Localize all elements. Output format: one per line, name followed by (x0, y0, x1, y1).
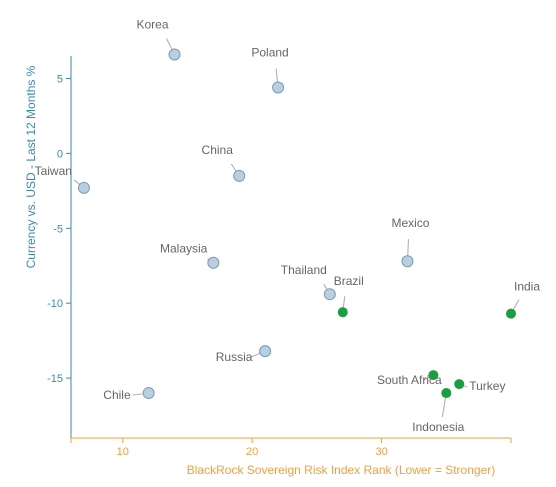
point-turkey[interactable] (454, 379, 465, 390)
point-indonesia[interactable] (441, 388, 452, 399)
point-brazil[interactable] (337, 307, 348, 318)
x-tick-label: 30 (375, 446, 387, 458)
y-tick-label: -5 (53, 223, 63, 235)
point-chile[interactable] (142, 387, 155, 400)
point-south-africa[interactable] (428, 370, 439, 381)
point-china[interactable] (233, 169, 246, 182)
y-tick-label: -15 (47, 373, 63, 385)
point-label-india: India (514, 280, 540, 294)
point-label-taiwan: Taiwan (35, 164, 72, 178)
point-label-brazil: Brazil (334, 274, 364, 288)
point-taiwan[interactable] (77, 181, 90, 194)
point-korea[interactable] (168, 48, 181, 61)
point-mexico[interactable] (401, 255, 414, 268)
data-points (77, 48, 516, 400)
point-label-thailand: Thailand (281, 263, 327, 277)
point-label-south-africa: South Africa (377, 373, 442, 387)
point-label-malaysia: Malaysia (160, 242, 208, 256)
y-tick-label: -10 (47, 298, 63, 310)
point-label-china: China (202, 143, 234, 157)
y-tick-label: 5 (57, 73, 63, 85)
point-label-turkey: Turkey (469, 379, 505, 393)
x-axis-title: BlackRock Sovereign Risk Index Rank (Low… (187, 463, 495, 477)
point-malaysia[interactable] (207, 256, 220, 269)
point-label-russia: Russia (216, 350, 253, 364)
y-tick-label: 0 (57, 148, 63, 160)
axes: 5 0 -5 -10 -15 10 20 30 (47, 56, 512, 458)
point-russia[interactable] (259, 345, 272, 358)
point-labels: Korea Poland China Taiwan Malaysia Mexico Thai… (35, 18, 541, 435)
point-thailand[interactable] (323, 288, 336, 301)
x-tick-label: 20 (246, 446, 258, 458)
point-label-mexico: Mexico (391, 216, 429, 230)
leader-lines (73, 38, 520, 418)
point-label-korea: Korea (137, 18, 169, 32)
point-label-indonesia: Indonesia (412, 420, 464, 434)
point-poland[interactable] (272, 81, 285, 94)
x-tick-label: 10 (117, 446, 129, 458)
point-india[interactable] (506, 308, 516, 319)
point-label-poland: Poland (251, 45, 288, 59)
point-label-chile: Chile (103, 388, 131, 402)
y-axis-title: Currency vs. USD - Last 12 Months % (24, 65, 38, 268)
